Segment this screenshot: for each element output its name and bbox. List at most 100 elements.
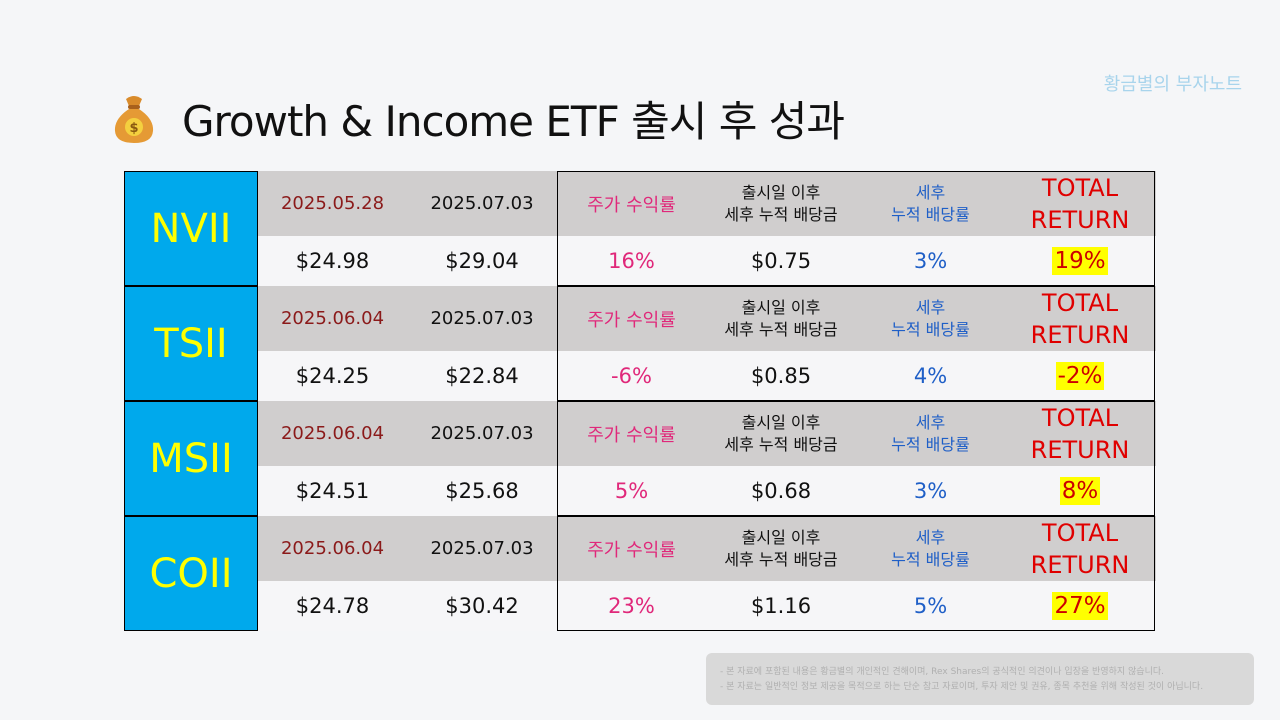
price-return-label: 주가 수익률 xyxy=(587,194,676,216)
table-cell: 19% xyxy=(1005,236,1155,286)
total-return-label-line2: RETURN xyxy=(1030,550,1130,579)
price-return-value: -6% xyxy=(611,364,652,388)
ticker-cell: COII xyxy=(124,516,258,631)
table-cell: 8% xyxy=(1005,466,1155,516)
yield-value: 4% xyxy=(913,364,948,388)
ticker-cell: MSII xyxy=(124,401,258,516)
total-return-value: 8% xyxy=(1059,477,1101,505)
table-cell: 출시일 이후 세후 누적 배당금 xyxy=(706,171,856,236)
performance-box xyxy=(557,516,1155,631)
yield-label-line2: 누적 배당률 xyxy=(891,319,970,339)
svg-text:$: $ xyxy=(129,121,138,136)
table-cell: $25.68 xyxy=(407,466,557,516)
table-cell: -2% xyxy=(1005,351,1155,401)
row-value-band xyxy=(258,351,1156,401)
table-cell: $1.16 xyxy=(706,581,856,631)
performance-table: NVII 2025.05.28 2025.07.03 주가 수익률 출시일 이후 세후 누… xyxy=(124,171,1156,633)
total-return-value: -2% xyxy=(1055,362,1105,390)
title-row: $ Growth & Income ETF 출시 후 성과 xyxy=(110,88,845,148)
table-cell: 세후 누적 배당률 xyxy=(856,516,1005,581)
table-cell: $0.68 xyxy=(706,466,856,516)
row-header-band xyxy=(258,286,1156,351)
table-cell: $24.78 xyxy=(258,581,407,631)
table-cell: 주가 수익률 xyxy=(557,516,706,581)
total-return-label-line2: RETURN xyxy=(1030,435,1130,464)
table-cell: 2025.05.28 xyxy=(258,171,407,236)
dividend-label-line1: 출시일 이후 xyxy=(741,182,821,202)
table-cell: 2025.07.03 xyxy=(407,516,557,581)
table-cell: TOTAL RETURN xyxy=(1005,286,1155,351)
current-date: 2025.07.03 xyxy=(430,193,534,214)
row-value-band xyxy=(258,581,1156,631)
price-return-value: 23% xyxy=(608,594,655,618)
performance-box xyxy=(557,171,1155,286)
price-return-label: 주가 수익률 xyxy=(587,424,676,446)
launch-date: 2025.06.04 xyxy=(280,308,385,329)
current-price: $30.42 xyxy=(445,594,519,618)
table-cell: $22.84 xyxy=(407,351,557,401)
table-cell: -6% xyxy=(557,351,706,401)
current-date: 2025.07.03 xyxy=(430,308,534,329)
table-cell: 2025.06.04 xyxy=(258,286,407,351)
table-cell: 2025.06.04 xyxy=(258,516,407,581)
table-cell: 세후 누적 배당률 xyxy=(856,171,1005,236)
yield-label-line2: 누적 배당률 xyxy=(891,549,970,569)
table-cell: 세후 누적 배당률 xyxy=(856,401,1005,466)
disclaimer-line: - 본 자료는 일반적인 정보 제공을 목적으로 하는 단순 참고 자료이며, … xyxy=(720,682,1204,692)
current-price: $25.68 xyxy=(445,479,519,503)
dividend-label-line2: 세후 누적 배당금 xyxy=(724,319,838,339)
launch-price: $24.25 xyxy=(295,364,370,388)
price-return-value: 5% xyxy=(614,479,649,503)
table-cell: 16% xyxy=(557,236,706,286)
yield-label-line1: 세후 xyxy=(915,412,946,432)
total-return-label-line2: RETURN xyxy=(1030,205,1130,234)
total-return-label-line1: TOTAL xyxy=(1041,288,1119,317)
row-header-band xyxy=(258,401,1156,466)
current-date: 2025.07.03 xyxy=(430,538,534,559)
yield-label-line1: 세후 xyxy=(915,182,946,202)
launch-date: 2025.06.04 xyxy=(280,538,385,559)
page-title: Growth & Income ETF 출시 후 성과 xyxy=(182,96,845,146)
table-cell: 주가 수익률 xyxy=(557,171,706,236)
table-cell: $24.25 xyxy=(258,351,407,401)
table-cell: 출시일 이후 세후 누적 배당금 xyxy=(706,286,856,351)
current-price: $29.04 xyxy=(445,249,519,273)
dividend-value: $0.68 xyxy=(750,479,812,503)
current-date: 2025.07.03 xyxy=(430,423,534,444)
table-cell: $24.51 xyxy=(258,466,407,516)
dividend-label-line2: 세후 누적 배당금 xyxy=(724,204,838,224)
performance-box xyxy=(557,286,1155,401)
watermark: 황금별의 부자노트 xyxy=(1103,74,1242,95)
row-value-band xyxy=(258,236,1156,286)
dividend-value: $1.16 xyxy=(750,594,812,618)
yield-label-line2: 누적 배당률 xyxy=(891,204,970,224)
yield-value: 3% xyxy=(913,249,948,273)
dividend-label-line2: 세후 누적 배당금 xyxy=(724,434,838,454)
table-cell: 4% xyxy=(856,351,1005,401)
table-cell: 세후 누적 배당률 xyxy=(856,286,1005,351)
yield-label-line1: 세후 xyxy=(915,527,946,547)
total-return-value: 27% xyxy=(1052,592,1108,620)
dividend-label-line2: 세후 누적 배당금 xyxy=(724,549,838,569)
price-return-value: 16% xyxy=(608,249,655,273)
table-cell: 출시일 이후 세후 누적 배당금 xyxy=(706,401,856,466)
table-cell: $0.85 xyxy=(706,351,856,401)
table-cell: 23% xyxy=(557,581,706,631)
table-cell: 2025.07.03 xyxy=(407,171,557,236)
launch-price: $24.98 xyxy=(295,249,370,273)
launch-price: $24.51 xyxy=(295,479,370,503)
table-cell: 2025.07.03 xyxy=(407,286,557,351)
table-cell: 5% xyxy=(557,466,706,516)
dividend-value: $0.75 xyxy=(750,249,812,273)
yield-value: 3% xyxy=(913,479,948,503)
table-cell: 27% xyxy=(1005,581,1155,631)
performance-box xyxy=(557,401,1155,516)
ticker-cell: NVII xyxy=(124,171,258,286)
total-return-label-line1: TOTAL xyxy=(1041,173,1119,202)
total-return-value: 19% xyxy=(1052,247,1108,275)
dividend-value: $0.85 xyxy=(750,364,812,388)
table-cell: $0.75 xyxy=(706,236,856,286)
ticker-cell: TSII xyxy=(124,286,258,401)
money-bag-icon: $ xyxy=(114,96,154,143)
table-cell: 3% xyxy=(856,466,1005,516)
